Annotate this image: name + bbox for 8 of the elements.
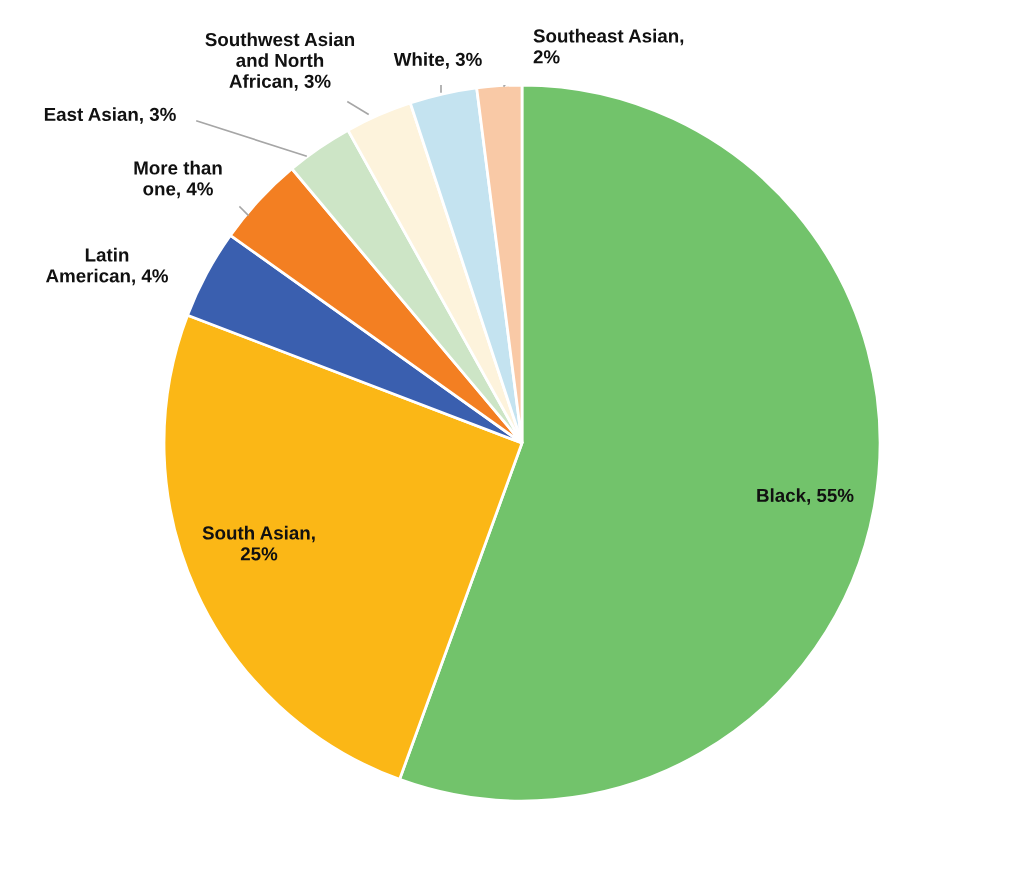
slice-label: White, 3%	[393, 52, 482, 69]
slice-label: East Asian, 3%	[44, 107, 176, 124]
slice-label: Black, 55%	[757, 488, 854, 505]
slice-label: Southeast Asian, 2%	[533, 28, 684, 64]
slice-label: South Asian, 25%	[202, 525, 315, 561]
slice-label: Latin American, 4%	[45, 247, 168, 286]
slice-label: More than one, 4%	[134, 160, 222, 199]
slice-label: Southwest Asian and North African, 3%	[205, 32, 355, 91]
